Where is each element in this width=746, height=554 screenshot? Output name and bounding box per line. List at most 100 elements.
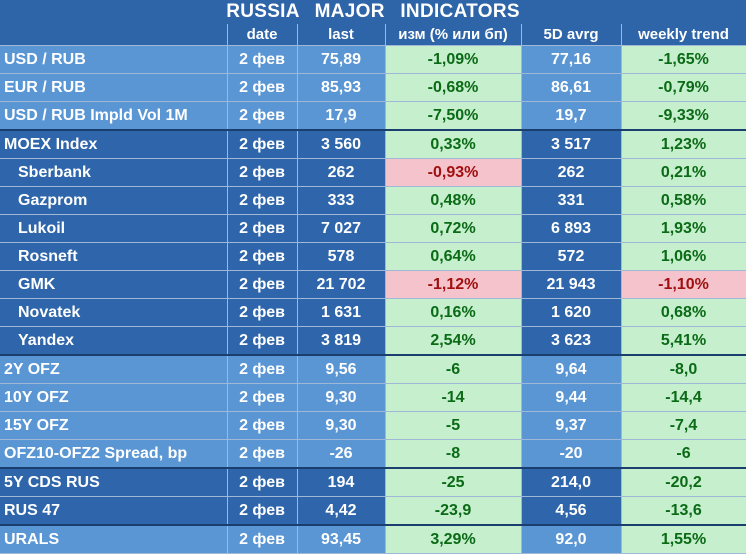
row-last: 3 560 (297, 129, 386, 159)
table-row: OFZ10-OFZ2 Spread, bp 2 фев -26 -8 -20 -… (0, 439, 746, 469)
row-date: 2 фев (227, 242, 298, 271)
row-date: 2 фев (227, 467, 298, 497)
row-date: 2 фев (227, 439, 298, 469)
row-last: 17,9 (297, 101, 386, 131)
row-5d-avg: 331 (521, 186, 622, 215)
table-row: Rosneft 2 фев 578 0,64% 572 1,06% (0, 242, 746, 271)
row-weekly-trend: -0,79% (621, 73, 746, 102)
table-row: 2Y OFZ 2 фев 9,56 -6 9,64 -8,0 (0, 354, 746, 384)
table-row: Lukoil 2 фев 7 027 0,72% 6 893 1,93% (0, 214, 746, 243)
header-row: date last изм (% или бп) 5D avrg weekly … (0, 24, 746, 46)
row-last: 194 (297, 467, 386, 497)
table-row: USD / RUB Impld Vol 1M 2 фев 17,9 -7,50%… (0, 101, 746, 131)
row-last: 7 027 (297, 214, 386, 243)
row-weekly-trend: 1,93% (621, 214, 746, 243)
row-date: 2 фев (227, 524, 298, 554)
row-last: 85,93 (297, 73, 386, 102)
row-last: 9,56 (297, 354, 386, 384)
table-row: GMK 2 фев 21 702 -1,12% 21 943 -1,10% (0, 270, 746, 299)
row-last: 4,42 (297, 496, 386, 526)
row-weekly-trend: 1,23% (621, 129, 746, 159)
row-date: 2 фев (227, 496, 298, 526)
table-row: Novatek 2 фев 1 631 0,16% 1 620 0,68% (0, 298, 746, 327)
row-last: 262 (297, 158, 386, 187)
row-change: 2,54% (385, 326, 522, 356)
row-name: OFZ10-OFZ2 Spread, bp (0, 439, 228, 469)
row-5d-avg: 214,0 (521, 467, 622, 497)
row-weekly-trend: -14,4 (621, 383, 746, 412)
row-weekly-trend: -9,33% (621, 101, 746, 131)
table-row: Yandex 2 фев 3 819 2,54% 3 623 5,41% (0, 326, 746, 356)
row-name: 15Y OFZ (0, 411, 228, 440)
table-row: RUS 47 2 фев 4,42 -23,9 4,56 -13,6 (0, 496, 746, 526)
table-row: URALS 2 фев 93,45 3,29% 92,0 1,55% (0, 524, 746, 554)
row-5d-avg: 3 623 (521, 326, 622, 356)
row-date: 2 фев (227, 158, 298, 187)
row-date: 2 фев (227, 354, 298, 384)
row-name: MOEX Index (0, 129, 228, 159)
row-5d-avg: 21 943 (521, 270, 622, 299)
row-date: 2 фев (227, 326, 298, 356)
row-5d-avg: 262 (521, 158, 622, 187)
table-row: Sberbank 2 фев 262 -0,93% 262 0,21% (0, 158, 746, 187)
row-change: -1,09% (385, 45, 522, 74)
row-weekly-trend: 1,55% (621, 524, 746, 554)
table-row: 5Y CDS RUS 2 фев 194 -25 214,0 -20,2 (0, 467, 746, 497)
row-change: -6 (385, 354, 522, 384)
table-row: 15Y OFZ 2 фев 9,30 -5 9,37 -7,4 (0, 411, 746, 440)
row-name: Novatek (0, 298, 228, 327)
table-row: Gazprom 2 фев 333 0,48% 331 0,58% (0, 186, 746, 215)
table-title: RUSSIA MAJOR INDICATORS (0, 0, 746, 24)
header-5d-avg: 5D avrg (521, 24, 622, 46)
row-5d-avg: 1 620 (521, 298, 622, 327)
table-row: EUR / RUB 2 фев 85,93 -0,68% 86,61 -0,79… (0, 73, 746, 102)
row-5d-avg: 6 893 (521, 214, 622, 243)
row-weekly-trend: -20,2 (621, 467, 746, 497)
row-change: -5 (385, 411, 522, 440)
header-date: date (227, 24, 298, 46)
row-last: 578 (297, 242, 386, 271)
row-date: 2 фев (227, 73, 298, 102)
row-name: Yandex (0, 326, 228, 356)
row-change: 0,64% (385, 242, 522, 271)
row-last: 93,45 (297, 524, 386, 554)
row-5d-avg: 572 (521, 242, 622, 271)
header-last: last (297, 24, 386, 46)
header-change: изм (% или бп) (385, 24, 522, 46)
row-5d-avg: -20 (521, 439, 622, 469)
row-last: -26 (297, 439, 386, 469)
row-change: 0,33% (385, 129, 522, 159)
row-change: -8 (385, 439, 522, 469)
row-last: 1 631 (297, 298, 386, 327)
row-weekly-trend: -6 (621, 439, 746, 469)
row-5d-avg: 3 517 (521, 129, 622, 159)
row-date: 2 фев (227, 411, 298, 440)
row-weekly-trend: -1,10% (621, 270, 746, 299)
row-name: USD / RUB Impld Vol 1M (0, 101, 228, 131)
row-date: 2 фев (227, 129, 298, 159)
row-name: 5Y CDS RUS (0, 467, 228, 497)
row-5d-avg: 9,64 (521, 354, 622, 384)
row-last: 333 (297, 186, 386, 215)
row-5d-avg: 9,44 (521, 383, 622, 412)
row-last: 75,89 (297, 45, 386, 74)
row-weekly-trend: -1,65% (621, 45, 746, 74)
row-name: Sberbank (0, 158, 228, 187)
row-weekly-trend: -8,0 (621, 354, 746, 384)
row-weekly-trend: -7,4 (621, 411, 746, 440)
row-last: 21 702 (297, 270, 386, 299)
header-weekly-trend: weekly trend (621, 24, 746, 46)
row-5d-avg: 86,61 (521, 73, 622, 102)
row-date: 2 фев (227, 101, 298, 131)
row-change: -0,93% (385, 158, 522, 187)
row-weekly-trend: 0,68% (621, 298, 746, 327)
row-name: Lukoil (0, 214, 228, 243)
row-change: -0,68% (385, 73, 522, 102)
row-date: 2 фев (227, 270, 298, 299)
indicators-table: date last изм (% или бп) 5D avrg weekly … (0, 24, 746, 554)
row-change: 0,72% (385, 214, 522, 243)
row-change: -14 (385, 383, 522, 412)
row-name: URALS (0, 524, 228, 554)
row-change: 3,29% (385, 524, 522, 554)
row-weekly-trend: 0,58% (621, 186, 746, 215)
